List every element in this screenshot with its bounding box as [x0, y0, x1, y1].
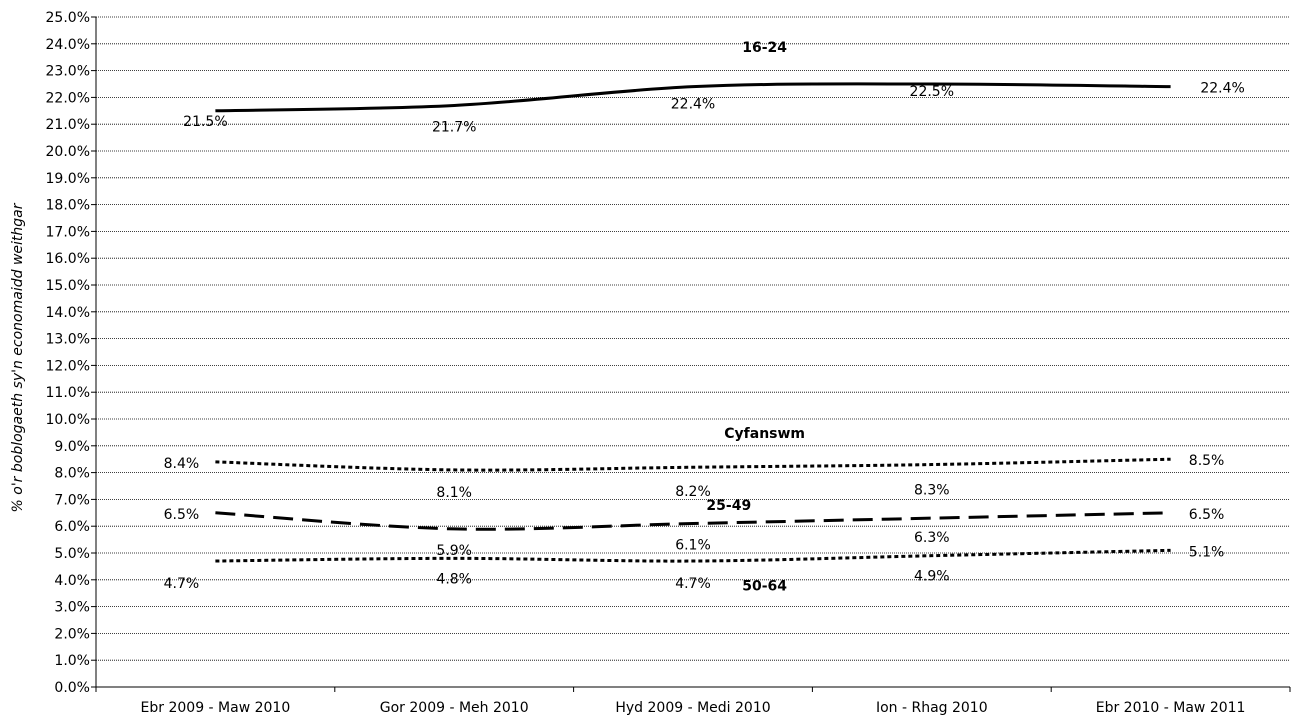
x-axis-ticks: Ebr 2009 - Maw 2010 Gor 2009 - Meh 2010 Hy…: [95, 687, 1291, 716]
data-label: 8.2%: [675, 484, 711, 500]
data-label: 22.4%: [671, 97, 715, 113]
y-tick-label: 18.0%: [46, 198, 90, 214]
y-tick-label: 4.0%: [54, 573, 90, 589]
y-tick-label: 5.0%: [54, 546, 90, 562]
series-name-label: Cyfanswm: [724, 426, 805, 442]
y-tick-label: 15.0%: [46, 278, 90, 294]
y-axis-label: % o'r boblogaeth sy'n economaidd weithga…: [10, 202, 26, 512]
x-tick-label: Ebr 2010 - Maw 2011: [1096, 700, 1246, 716]
y-tick-label: 3.0%: [54, 600, 90, 616]
y-tick-label: 21.0%: [46, 117, 90, 133]
x-tick-label: Ebr 2009 - Maw 2010: [141, 700, 291, 716]
data-label: 6.5%: [164, 507, 200, 523]
y-tick-label: 13.0%: [46, 332, 90, 348]
data-label: 4.8%: [436, 571, 472, 587]
y-tick-label: 10.0%: [46, 412, 90, 428]
data-label: 8.1%: [436, 485, 472, 501]
data-label: 22.4%: [1200, 81, 1244, 97]
x-tick-label: Ion - Rhag 2010: [876, 700, 988, 716]
data-label: 6.3%: [914, 530, 950, 546]
data-label: 8.5%: [1189, 453, 1225, 469]
data-labels: 21.5% 21.7% 22.4% 22.5% 22.4% 8.4% 8.1% 8.2% 8.3…: [164, 81, 1245, 592]
y-tick-label: 14.0%: [46, 305, 90, 321]
y-tick-label: 0.0%: [54, 680, 90, 696]
data-label: 21.5%: [183, 114, 227, 130]
data-label: 4.7%: [675, 576, 711, 592]
data-label: 4.7%: [164, 576, 200, 592]
data-label: 5.9%: [436, 543, 472, 559]
x-tick-label: Hyd 2009 - Medi 2010: [615, 700, 770, 716]
y-tick-label: 1.0%: [54, 653, 90, 669]
series-line-3: [215, 511, 1171, 531]
x-tick-label: Gor 2009 - Meh 2010: [380, 700, 529, 716]
y-tick-label: 8.0%: [54, 466, 90, 482]
axes: [95, 17, 1290, 688]
y-tick-label: 23.0%: [46, 64, 90, 80]
y-tick-label: 12.0%: [46, 358, 90, 374]
series-lines: [215, 82, 1171, 563]
y-tick-label: 22.0%: [46, 90, 90, 106]
y-tick-label: 16.0%: [46, 251, 90, 267]
y-tick-label: 6.0%: [54, 519, 90, 535]
series-line-2: [215, 457, 1171, 472]
y-tick-label: 17.0%: [46, 224, 90, 240]
y-tick-label: 25.0%: [46, 10, 90, 26]
y-tick-label: 11.0%: [46, 385, 90, 401]
data-label: 4.9%: [914, 569, 950, 585]
y-axis-ticks: 0.0% 1.0% 2.0% 3.0% 4.0% 5.0% 6.0% 7.0% 8.0% 9.0%…: [46, 10, 96, 696]
series-line-4: [215, 548, 1171, 563]
y-tick-label: 9.0%: [54, 439, 90, 455]
y-tick-label: 19.0%: [46, 171, 90, 187]
gridlines: [96, 16, 1290, 661]
data-label: 22.5%: [910, 84, 954, 100]
data-label: 21.7%: [432, 119, 476, 135]
series-name-label: 25-49: [706, 498, 751, 514]
y-tick-label: 20.0%: [46, 144, 90, 160]
data-label: 5.1%: [1189, 544, 1225, 560]
series-names: 16-24 Cyfanswm 25-49 50-64: [706, 40, 805, 595]
series-name-label: 16-24: [742, 40, 787, 56]
data-label: 8.3%: [914, 483, 950, 499]
data-label: 6.1%: [675, 538, 711, 554]
y-tick-label: 24.0%: [46, 37, 90, 53]
series-name-label: 50-64: [742, 579, 787, 595]
y-tick-label: 7.0%: [54, 492, 90, 508]
y-tick-label: 2.0%: [54, 626, 90, 642]
data-label: 8.4%: [164, 456, 200, 472]
series-line-1: [215, 82, 1171, 113]
data-label: 6.5%: [1189, 507, 1225, 523]
